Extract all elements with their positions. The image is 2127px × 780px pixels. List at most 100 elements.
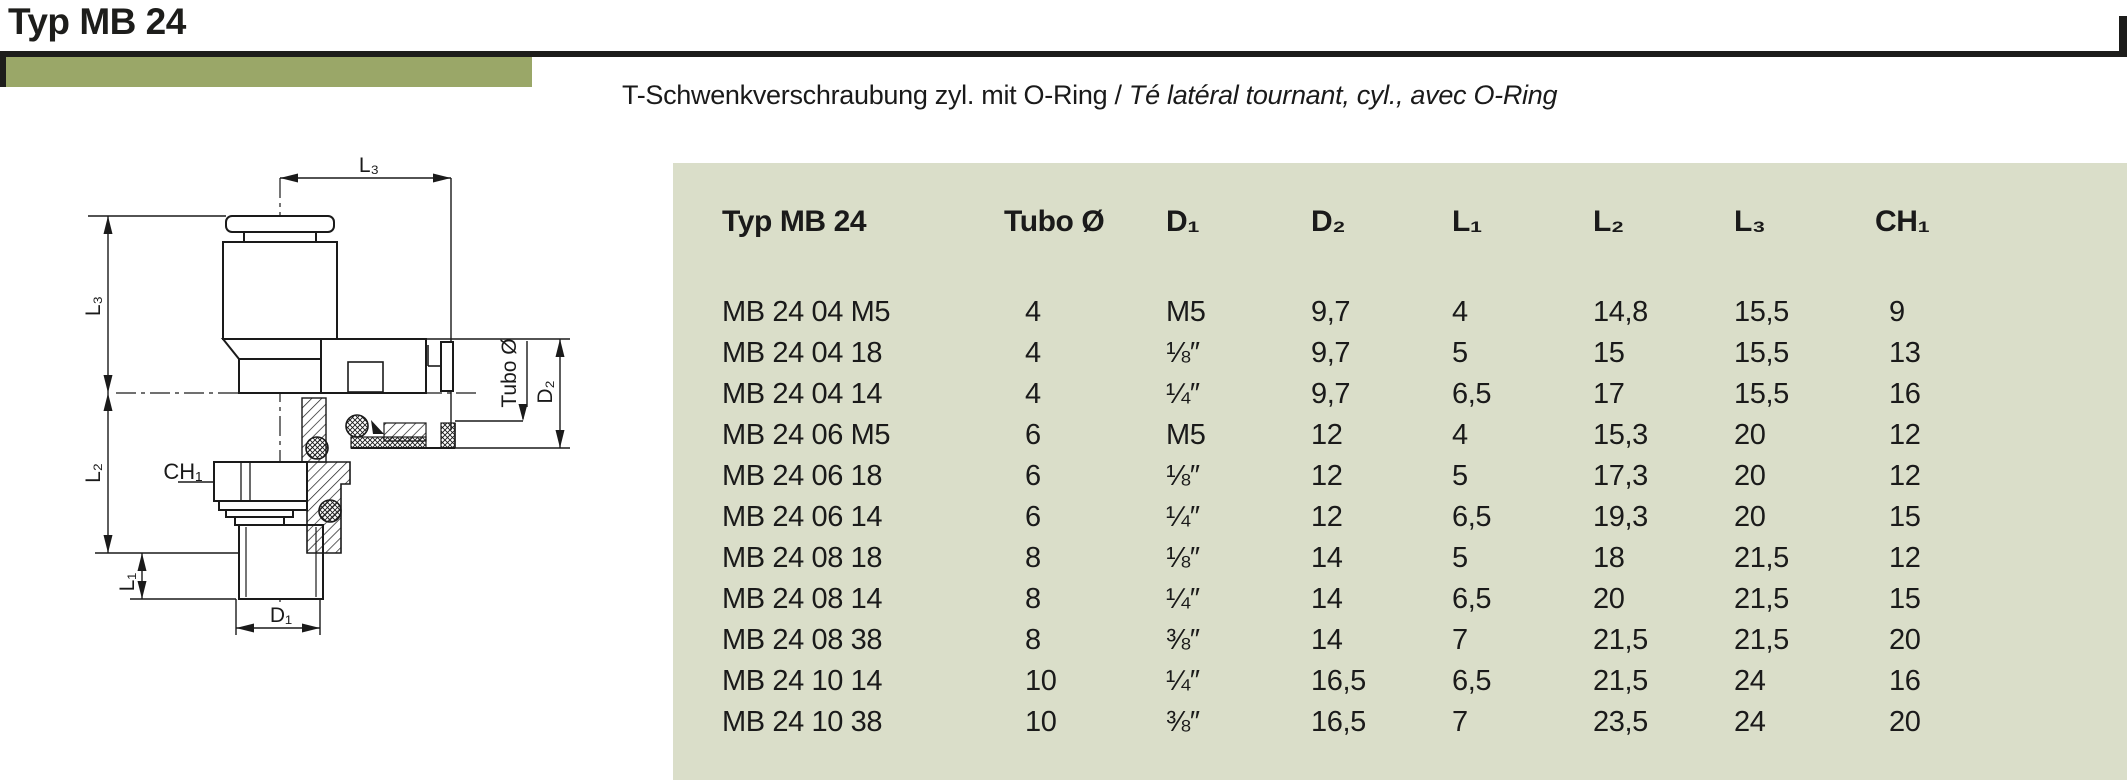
table-cell: 5	[1452, 460, 1468, 492]
table-cell: ⅛″	[1166, 337, 1200, 369]
table-cell: ⅛″	[1166, 460, 1200, 492]
o-ring-side	[345, 414, 369, 438]
table-cell: 9	[1889, 296, 1905, 328]
header-rule-left-tick	[0, 51, 6, 87]
table-cell: 20	[1734, 460, 1766, 492]
dimension-arrows	[103, 173, 565, 633]
table-cell: 8	[1025, 583, 1041, 615]
table-cell: 5	[1452, 337, 1468, 369]
table-cell: 12	[1889, 542, 1921, 574]
table-cell: MB 24 08 38	[722, 624, 883, 656]
table-cell: 5	[1452, 542, 1468, 574]
table-cell: ⅜″	[1166, 624, 1200, 656]
table-cell: MB 24 10 14	[722, 665, 883, 697]
table-cell: 15	[1593, 337, 1625, 369]
table-cell: 21,5	[1734, 583, 1789, 615]
table-cell: 14	[1311, 624, 1343, 656]
column-header: CH₁	[1875, 205, 1930, 238]
table-cell: ¼″	[1166, 665, 1200, 697]
table-cell: 15,5	[1734, 337, 1789, 369]
table-cell: ¼″	[1166, 583, 1200, 615]
table-cell: 16	[1889, 378, 1921, 410]
table-cell: MB 24 04 M5	[722, 296, 891, 328]
table-row: MB 24 10 38 10 ⅜″ 16,5 7 23,5 24 20	[722, 702, 2122, 743]
table-cell: 21,5	[1734, 542, 1789, 574]
table-cell: 12	[1889, 460, 1921, 492]
table-row: MB 24 06 M5 6 M5 12 4 15,3 20 12	[722, 415, 2122, 456]
table-cell: ⅛″	[1166, 542, 1200, 574]
table-cell: 24	[1734, 706, 1766, 738]
table-cell: M5	[1166, 419, 1206, 451]
table-cell: 15,3	[1593, 419, 1648, 451]
product-subtitle: T-Schwenkverschraubung zyl. mit O-Ring /…	[622, 80, 1557, 111]
table-row: MB 24 06 18 6 ⅛″ 12 5 17,3 20 12	[722, 456, 2122, 497]
table-cell: 8	[1025, 624, 1041, 656]
table-cell: MB 24 04 14	[722, 378, 883, 410]
label-d1: D₁	[270, 604, 292, 627]
table-row: MB 24 04 M5 4 M5 9,7 4 14,8 15,5 9	[722, 292, 2122, 333]
table-cell: 8	[1025, 542, 1041, 574]
table-cell: 4	[1025, 378, 1041, 410]
fitting-top-connector	[220, 215, 340, 394]
table-cell: 12	[1311, 419, 1343, 451]
label-tubo: Tubo Ø	[498, 338, 521, 407]
table-cell: MB 24 10 38	[722, 706, 883, 738]
table-cell: MB 24 04 18	[722, 337, 883, 369]
label-l3-left: L₃	[82, 296, 105, 316]
table-cell: 12	[1311, 501, 1343, 533]
column-header: D₁	[1166, 205, 1200, 238]
table-cell: 10	[1025, 665, 1057, 697]
table-cell: 14,8	[1593, 296, 1648, 328]
table-cell: 7	[1452, 706, 1468, 738]
table-cell: 14	[1311, 542, 1343, 574]
table-cell: 15,5	[1734, 378, 1789, 410]
table-cell: 16,5	[1311, 665, 1366, 697]
table-row: MB 24 04 14 4 ¼″ 9,7 6,5 17 15,5 16	[722, 374, 2122, 415]
table-cell: 20	[1734, 501, 1766, 533]
table-cell: MB 24 08 18	[722, 542, 883, 574]
table-cell: 20	[1889, 706, 1921, 738]
table-row: MB 24 08 18 8 ⅛″ 14 5 18 21,5 12	[722, 538, 2122, 579]
table-cell: 6,5	[1452, 378, 1492, 410]
header-gap	[722, 247, 2122, 292]
table-cell: 14	[1311, 583, 1343, 615]
table-cell: 12	[1889, 419, 1921, 451]
column-header: L₁	[1452, 205, 1482, 238]
subtitle-german: T-Schwenkverschraubung zyl. mit O-Ring	[622, 80, 1108, 110]
subtitle-french: Té latéral tournant, cyl., avec O-Ring	[1128, 80, 1558, 110]
table-cell: 20	[1734, 419, 1766, 451]
table-cell: 21,5	[1734, 624, 1789, 656]
table-header-row: Typ MB 24 Tubo Ø D₁ D₂ L₁ L₂ L₃ CH₁	[722, 197, 2122, 247]
table-cell: 6,5	[1452, 501, 1492, 533]
table-cell: 6,5	[1452, 583, 1492, 615]
table-cell: 6,5	[1452, 665, 1492, 697]
table-cell: 24	[1734, 665, 1766, 697]
column-header: Typ MB 24	[722, 205, 867, 238]
table-row: MB 24 10 14 10 ¼″ 16,5 6,5 21,5 24 16	[722, 661, 2122, 702]
table-cell: 10	[1025, 706, 1057, 738]
table-cell: 13	[1889, 337, 1921, 369]
technical-drawing: L₃ L₃ L₂ L₁ D₁ D₂ Tubo Ø CH₁	[82, 154, 570, 635]
header-rule-right-tick	[2119, 16, 2127, 57]
table-cell: 9,7	[1311, 296, 1351, 328]
column-header: L₃	[1734, 205, 1766, 238]
accent-bar	[6, 57, 532, 87]
table-cell: ⅜″	[1166, 706, 1200, 738]
table-row: MB 24 08 38 8 ⅜″ 14 7 21,5 21,5 20	[722, 620, 2122, 661]
table-cell: 17,3	[1593, 460, 1648, 492]
table-panel	[673, 163, 2127, 780]
table-row: MB 24 06 14 6 ¼″ 12 6,5 19,3 20 15	[722, 497, 2122, 538]
table-body: MB 24 04 M5 4 M5 9,7 4 14,8 15,5 9 MB 24 04 18 4 ⅛…	[722, 292, 2122, 743]
page-title: Typ MB 24	[8, 1, 186, 42]
dimension-table: Typ MB 24 Tubo Ø D₁ D₂ L₁ L₂ L₃ CH₁ MB 2…	[722, 197, 2122, 743]
release-ring-section	[440, 422, 456, 449]
table-cell: 9,7	[1311, 378, 1351, 410]
table-cell: 6	[1025, 419, 1041, 451]
section-hatching	[301, 397, 456, 554]
table-cell: 12	[1311, 460, 1343, 492]
table-cell: M5	[1166, 296, 1206, 328]
o-ring-bottom	[318, 499, 342, 523]
table-cell: MB 24 06 18	[722, 460, 883, 492]
table-cell: MB 24 06 M5	[722, 419, 891, 451]
column-header: L₂	[1593, 205, 1624, 238]
